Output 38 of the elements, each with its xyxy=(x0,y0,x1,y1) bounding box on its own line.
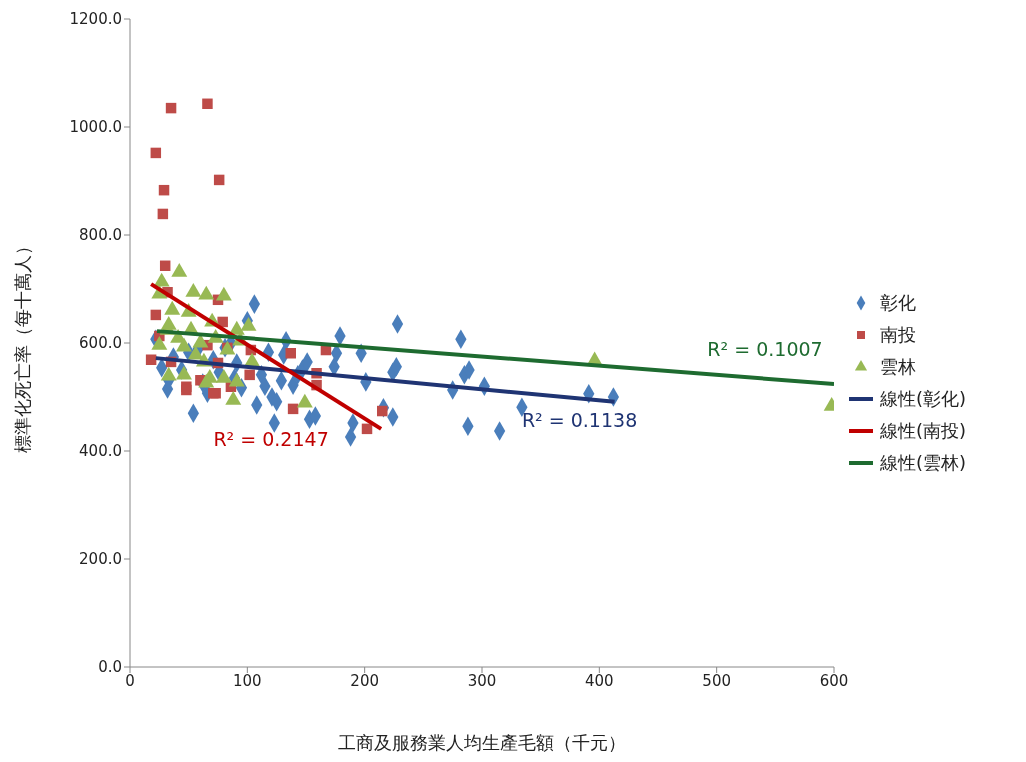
legend-label: 線性(雲林) xyxy=(880,451,967,475)
legend-label: 彰化 xyxy=(880,291,916,315)
x-tick-label: 600 xyxy=(819,671,849,690)
point xyxy=(145,354,157,365)
legend-label: 南投 xyxy=(880,323,916,347)
x-tick-label: 200 xyxy=(350,671,379,690)
y-tick-label: 600.0 xyxy=(79,334,122,353)
legend-label: 線性(南投) xyxy=(880,419,967,443)
y-tick-label: 1000.0 xyxy=(69,118,122,137)
y-axis-title: 標準化死亡率（每十萬人） xyxy=(12,237,34,453)
x-tick-label: 400 xyxy=(585,671,614,690)
point xyxy=(158,184,170,196)
point xyxy=(213,174,225,186)
y-tick-label: 0.0 xyxy=(98,658,122,677)
x-tick-label: 100 xyxy=(233,671,262,690)
annotation: R² = 0.1138 xyxy=(521,409,638,432)
x-axis-title: 工商及服務業人均生產毛額（千元） xyxy=(338,732,626,753)
point xyxy=(157,208,169,220)
point xyxy=(159,260,171,272)
x-tick-label: 0 xyxy=(125,671,135,690)
point xyxy=(150,147,162,159)
x-tick-label: 300 xyxy=(467,671,497,690)
y-tick-label: 200.0 xyxy=(79,550,122,569)
x-tick-label: 500 xyxy=(702,671,731,690)
y-tick-label: 1200.0 xyxy=(69,10,122,29)
point xyxy=(377,405,388,417)
legend-label: 線性(彰化) xyxy=(880,387,967,411)
point xyxy=(150,309,162,321)
annotation: R² = 0.2147 xyxy=(213,428,329,451)
y-tick-label: 800.0 xyxy=(79,226,122,245)
legend-label: 雲林 xyxy=(880,355,916,379)
point xyxy=(181,384,192,396)
point xyxy=(285,348,296,359)
y-tick-label: 400.0 xyxy=(79,442,122,461)
annotation: R² = 0.1007 xyxy=(707,337,823,360)
point xyxy=(165,102,177,114)
point xyxy=(202,98,213,110)
point xyxy=(244,369,255,381)
